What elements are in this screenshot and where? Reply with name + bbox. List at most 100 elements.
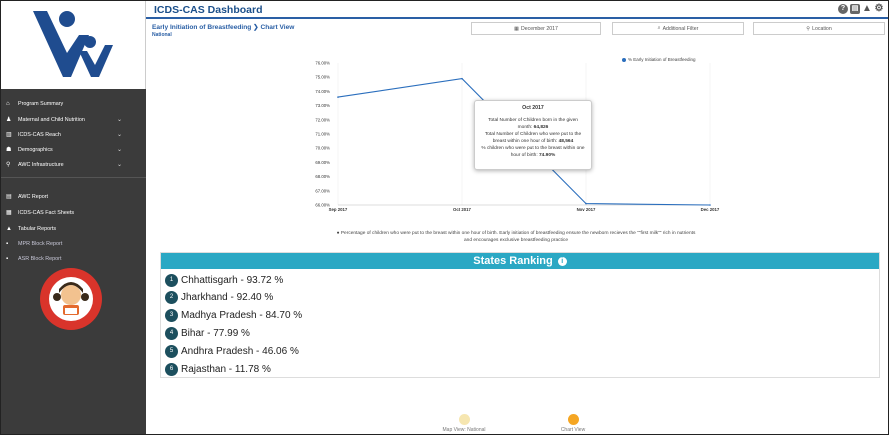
sidebar-item[interactable]: ☗ Demographics ⌄ [1, 142, 146, 157]
rank-text: Rajasthan - 11.78 % [181, 363, 271, 375]
rank-number-badge: 3 [165, 309, 178, 323]
ranking-row: 3 Madhya Pradesh - 84.70 % [165, 308, 302, 324]
warning-icon[interactable]: ▲ [862, 3, 872, 14]
tooltip-title: Oct 2017 [522, 105, 544, 111]
person-icon: ♟ [6, 117, 12, 123]
legend-dot-icon [622, 57, 626, 62]
ranking-row: 2 Jharkhand - 92.40 % [165, 290, 273, 306]
ranking-row: 4 Bihar - 77.99 % [165, 325, 250, 341]
y-tick-label: 68.00% [315, 174, 330, 179]
bar-chart-icon: ▥ [6, 132, 12, 138]
sidebar-item[interactable]: ⌂ Program Summary [1, 96, 146, 111]
sidebar-item-label: ICDS-CAS Fact Sheets [18, 209, 75, 216]
chart-view-toggle[interactable]: Chart View [548, 414, 598, 433]
home-icon: ⌂ [6, 100, 10, 107]
chart-view-dot-icon [567, 414, 579, 425]
breadcrumb[interactable]: Early Initiation of Breastfeeding ❯ Char… [152, 24, 295, 31]
print-icon[interactable]: ▤ [850, 4, 860, 14]
additional-filter-button[interactable]: ⌕ Additional Filter [612, 22, 744, 35]
chevron-down-icon: ⌄ [116, 162, 122, 168]
rank-text: Jharkhand - 92.40 % [181, 292, 274, 304]
sidebar-item-label: ASR Block Report [18, 255, 62, 262]
icds-logo[interactable] [1, 1, 146, 89]
block-icon: ▪ [6, 240, 9, 247]
tooltip-line-1: Total Number of Children born in the giv… [488, 118, 578, 130]
calendar-icon: ▦ [514, 25, 519, 32]
y-tick-label: 66.00% [315, 203, 330, 208]
pin-icon: ⚲ [806, 25, 811, 32]
sidebar-item[interactable]: ▤ AWC Report [1, 189, 146, 204]
y-tick-label: 72.00% [315, 117, 330, 122]
rank-text: Madhya Pradesh - 84.70 % [181, 310, 303, 322]
sidebar-item[interactable]: ▲ Tabular Reports [1, 221, 146, 236]
location-filter-button[interactable]: ⚲ Location [753, 22, 885, 35]
top-header: ICDS-CAS Dashboard ? ▤ ▲ ⚙ [146, 1, 888, 19]
block-icon: ▪ [6, 255, 9, 262]
help-icon[interactable]: ? [838, 4, 848, 14]
sidebar-item-label: AWC Report [18, 193, 49, 200]
sidebar-item-label: Demographics [18, 146, 53, 153]
sidebar-item-label: AWC Infrastructure [18, 161, 64, 168]
sidebar-item[interactable]: ▪ MPR Block Report [1, 236, 146, 251]
rank-number-badge: 6 [165, 362, 178, 376]
y-tick-label: 75.00% [315, 75, 330, 80]
table-icon: ▲ [6, 225, 12, 232]
x-tick-label: Sep 2017 [329, 207, 348, 212]
ranking-row: 5 Andhra Pradesh - 46.06 % [165, 343, 299, 359]
tooltip-line-3: % children who were put to the breast wi… [481, 146, 585, 158]
mascot-badge-logo [39, 267, 103, 331]
family-logo-icon [33, 11, 113, 77]
sidebar-item[interactable]: ▪ ASR Block Report [1, 251, 146, 266]
sidebar-item[interactable]: ♟ Maternal and Child Nutrition ⌄ [1, 112, 146, 127]
rank-number-badge: 1 [165, 273, 178, 287]
y-tick-label: 67.00% [315, 188, 330, 193]
sidebar-item-label: Maternal and Child Nutrition [18, 116, 85, 123]
info-icon: ● [336, 231, 340, 236]
rank-number-badge: 2 [165, 291, 178, 305]
chevron-down-icon: ⌄ [116, 132, 122, 138]
rank-number-badge: 4 [165, 326, 178, 340]
sidebar-item[interactable]: ⚲ AWC Infrastructure ⌄ [1, 157, 146, 172]
states-ranking-panel: States Ranking i 1 Chhattisgarh - 93.72 %… [160, 252, 880, 378]
y-tick-label: 74.00% [315, 89, 330, 94]
rank-text: Andhra Pradesh - 46.06 % [181, 345, 299, 357]
y-tick-label: 76.00% [315, 61, 330, 66]
chevron-down-icon: ⌄ [116, 117, 122, 123]
x-tick-label: Nov 2017 [577, 207, 596, 212]
search-icon: ⌕ [657, 25, 661, 31]
sidebar-item-label: ICDS-CAS Reach [18, 131, 61, 138]
chart-tooltip: Oct 2017 Total Number of Children born i… [474, 100, 592, 170]
map-view-dot-icon [458, 414, 470, 425]
data-point [709, 204, 711, 206]
chevron-down-icon: ⌄ [116, 147, 122, 153]
report-icon: ▤ [6, 194, 12, 200]
sidebar-item[interactable]: ▥ ICDS-CAS Reach ⌄ [1, 127, 146, 142]
sidebar-item[interactable]: ▦ ICDS-CAS Fact Sheets [1, 205, 146, 220]
sidebar-divider [1, 177, 146, 178]
data-point [461, 77, 463, 80]
y-tick-label: 73.00% [315, 103, 330, 108]
map-view-toggle[interactable]: Map View: National [436, 414, 492, 433]
sheet-icon: ▦ [6, 210, 12, 216]
y-tick-label: 71.00% [315, 132, 330, 137]
ranking-header: States Ranking i [161, 253, 879, 269]
y-tick-label: 70.00% [315, 146, 330, 151]
ranking-row: 6 Rajasthan - 11.78 % [165, 361, 271, 377]
chart-legend[interactable]: % Early Initiation of Breastfeeding [622, 57, 696, 62]
data-point [585, 202, 587, 205]
rank-text: Chhattisgarh - 93.72 % [181, 274, 284, 286]
sidebar-item-label: Tabular Reports [18, 225, 57, 232]
sidebar: ⌂ Program Summary ♟ Maternal and Child Nutr… [1, 1, 146, 434]
gear-icon[interactable]: ⚙ [874, 3, 884, 14]
chart-info-note: ● Percentage of children who were put to… [336, 231, 696, 243]
data-point [337, 96, 339, 98]
app-title: ICDS-CAS Dashboard [154, 4, 263, 16]
info-icon[interactable]: i [557, 256, 567, 266]
ranking-row: 1 Chhattisgarh - 93.72 % [165, 272, 283, 288]
sidebar-item-label: Program Summary [18, 100, 64, 107]
date-filter-button[interactable]: ▦ December 2017 [471, 22, 601, 35]
group-icon: ☗ [6, 147, 12, 153]
tooltip-line-2: Total Number of Children who were put to… [484, 132, 582, 144]
rank-text: Bihar - 77.99 % [181, 327, 250, 339]
y-tick-label: 69.00% [315, 160, 330, 165]
